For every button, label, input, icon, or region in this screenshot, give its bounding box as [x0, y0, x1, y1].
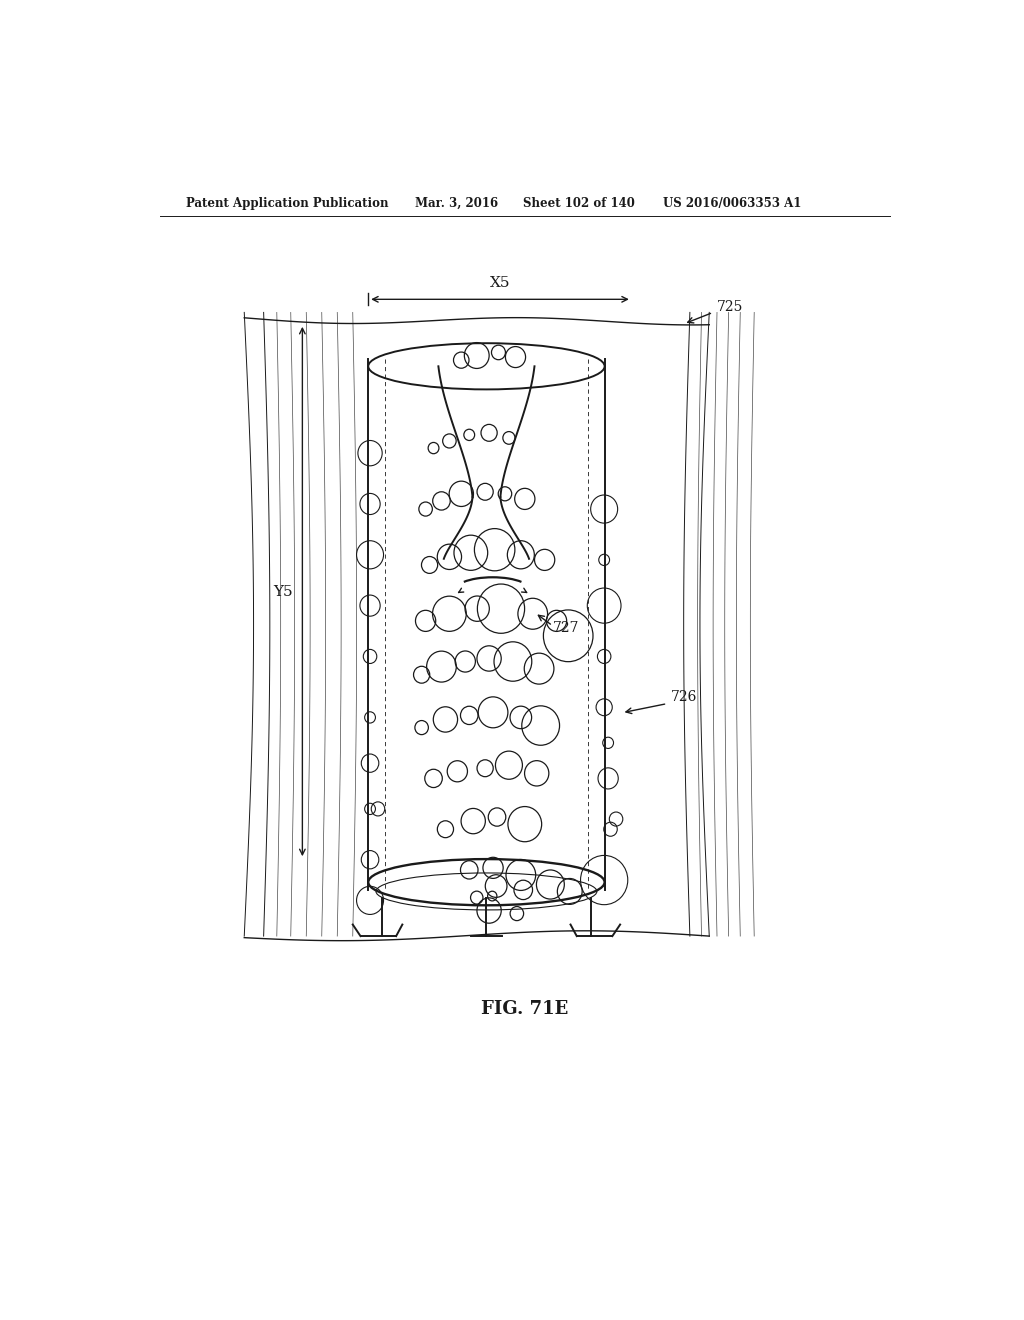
Text: FIG. 71E: FIG. 71E [481, 1001, 568, 1018]
Text: Mar. 3, 2016: Mar. 3, 2016 [415, 197, 498, 210]
Text: 727: 727 [553, 622, 580, 635]
Text: 725: 725 [717, 300, 743, 314]
Text: Patent Application Publication: Patent Application Publication [186, 197, 389, 210]
Text: US 2016/0063353 A1: US 2016/0063353 A1 [663, 197, 801, 210]
Text: Y5: Y5 [273, 585, 293, 598]
Text: 726: 726 [671, 690, 697, 705]
Text: Sheet 102 of 140: Sheet 102 of 140 [523, 197, 635, 210]
Text: X5: X5 [489, 276, 510, 290]
